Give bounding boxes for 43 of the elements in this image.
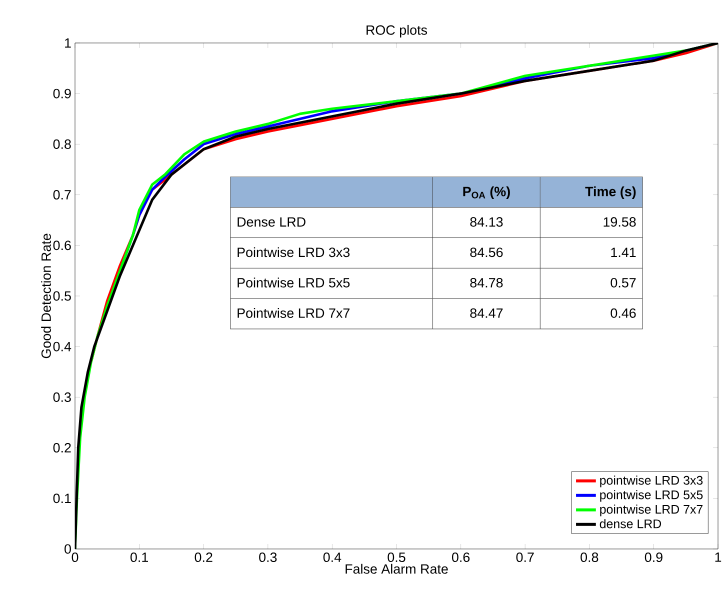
legend-label: pointwise LRD 7x7 xyxy=(600,504,703,516)
y-tick-label: 0.3 xyxy=(53,392,71,402)
annotation: 19.58 xyxy=(604,217,636,227)
annotation: 84.56 xyxy=(470,248,503,258)
y-tick-label: 0 xyxy=(64,544,71,554)
annotation: P$_{OA}$ (%) xyxy=(463,186,510,199)
y-tick-label: 0.9 xyxy=(53,88,71,98)
y-tick-label: 0.5 xyxy=(53,291,71,301)
x-tick-label: 1 xyxy=(715,552,722,562)
chart-title: ROC plots xyxy=(366,24,428,38)
annotation: 84.78 xyxy=(470,278,503,288)
annotation: 0.57 xyxy=(610,278,636,288)
y-tick-label: 0.6 xyxy=(53,240,71,250)
x-axis-title: False Alarm Rate xyxy=(346,564,448,574)
y-tick-label: 0.8 xyxy=(53,139,71,149)
x-tick-label: 0 xyxy=(72,552,78,562)
annotation: 1.41 xyxy=(611,248,636,257)
y-tick-label: 0.2 xyxy=(53,443,71,453)
x-tick-label: 0.9 xyxy=(644,552,662,562)
y-axis-title: Good Detection Rate xyxy=(41,234,51,358)
annotation: Pointwise LRD 5x5 xyxy=(238,278,350,288)
x-tick-label: 0.6 xyxy=(452,552,470,562)
legend-label: pointwise LRD 5x5 xyxy=(600,490,703,502)
y-tick-label: 0.4 xyxy=(53,342,72,352)
x-tick-label: 0.2 xyxy=(194,552,212,562)
x-tick-label: 0.7 xyxy=(516,552,534,562)
annotation: Pointwise LRD 7x7 xyxy=(238,308,350,318)
x-tick-label: 0.5 xyxy=(388,552,406,562)
y-tick-label: 1 xyxy=(65,38,71,48)
annotation: 0.46 xyxy=(610,308,636,318)
annotation: Time (s) xyxy=(585,186,636,199)
annotation: Pointwise LRD 3x3 xyxy=(238,247,350,258)
annotation: Dense LRD xyxy=(238,217,306,227)
x-tick-label: 0.3 xyxy=(259,552,277,562)
y-tick-label: 0.1 xyxy=(53,494,71,504)
x-tick-label: 0.4 xyxy=(323,552,342,562)
annotation: 84.47 xyxy=(470,308,503,318)
annotation: 84.13 xyxy=(470,217,503,227)
y-tick-label: 0.7 xyxy=(53,190,71,200)
legend-label: pointwise LRD 3x3 xyxy=(600,476,703,488)
x-tick-label: 0.1 xyxy=(130,552,148,562)
x-tick-label: 0.8 xyxy=(580,552,598,562)
legend-label: dense LRD xyxy=(600,519,662,528)
